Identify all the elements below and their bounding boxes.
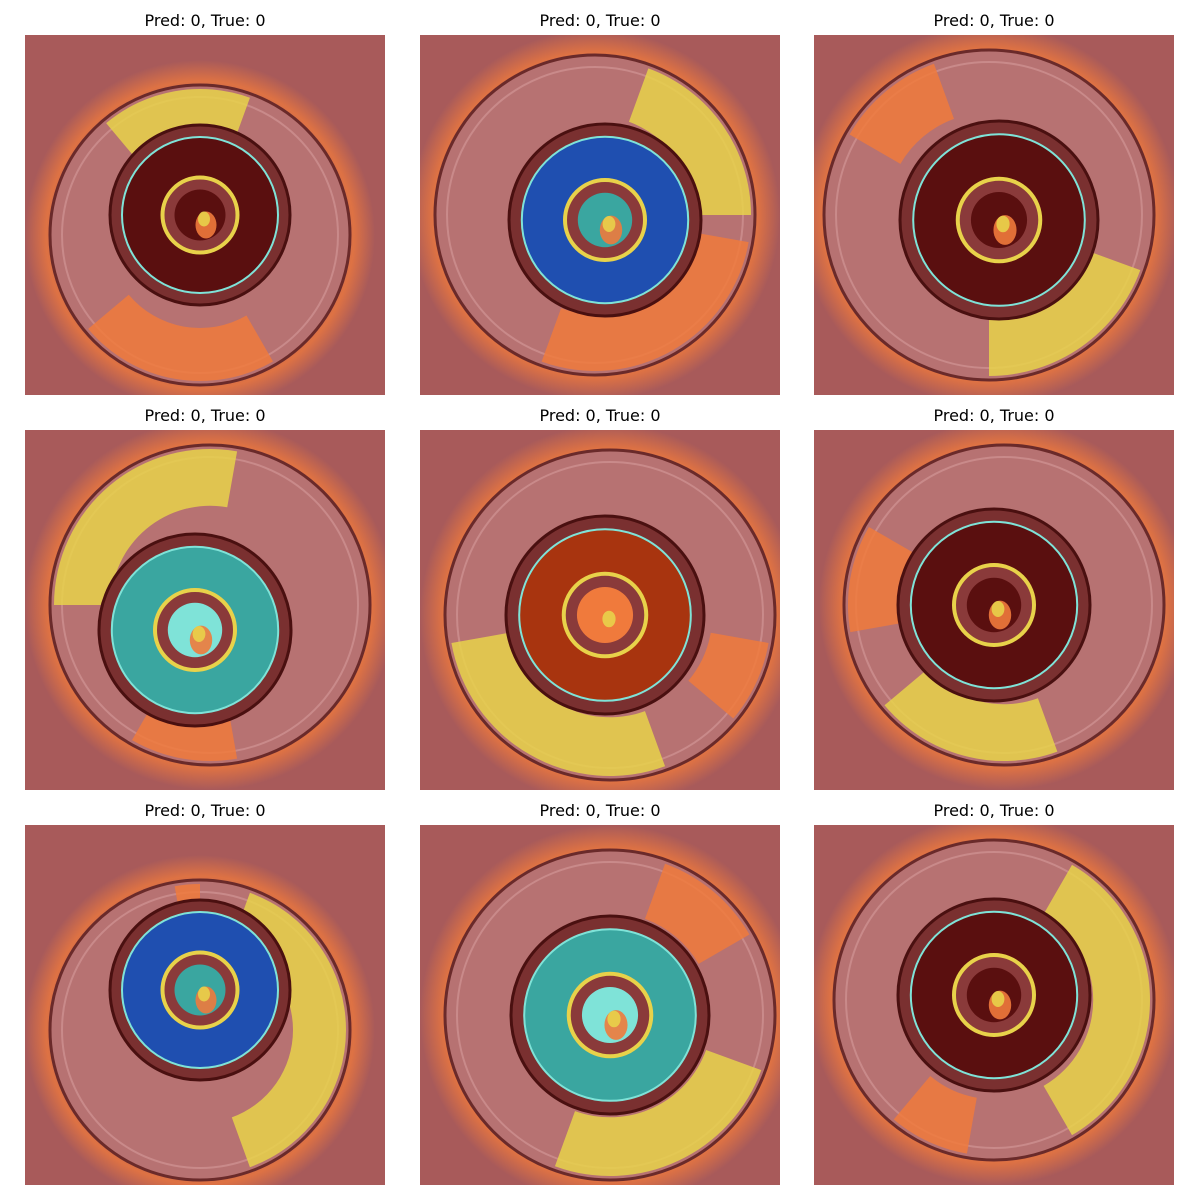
- heatmap-drawing: [420, 430, 780, 790]
- heatmap-drawing: [25, 430, 385, 790]
- heatmap-drawing: [814, 430, 1174, 790]
- heatmap-image: [420, 825, 780, 1185]
- heatmap-drawing: [420, 35, 780, 395]
- panel-title: Pred: 0, True: 0: [539, 801, 661, 820]
- heatmap-image: [814, 430, 1174, 790]
- heatmap-image: [25, 825, 385, 1185]
- heatmap-drawing: [25, 35, 385, 395]
- panel-title: Pred: 0, True: 0: [144, 11, 266, 30]
- heatmap-drawing: [814, 35, 1174, 395]
- panel-title: Pred: 0, True: 0: [539, 11, 661, 30]
- heatmap-image: [420, 35, 780, 395]
- heatmap-image: [25, 430, 385, 790]
- panel-title: Pred: 0, True: 0: [144, 801, 266, 820]
- panel-title: Pred: 0, True: 0: [144, 406, 266, 425]
- panel-title: Pred: 0, True: 0: [933, 406, 1055, 425]
- heatmap-drawing: [420, 825, 780, 1185]
- heatmap-image: [25, 35, 385, 395]
- panel-title: Pred: 0, True: 0: [539, 406, 661, 425]
- heatmap-image: [814, 35, 1174, 395]
- panel-title: Pred: 0, True: 0: [933, 11, 1055, 30]
- heatmap-drawing: [25, 825, 385, 1185]
- panel-title: Pred: 0, True: 0: [933, 801, 1055, 820]
- heatmap-drawing: [814, 825, 1174, 1185]
- heatmap-image: [814, 825, 1174, 1185]
- heatmap-image: [420, 430, 780, 790]
